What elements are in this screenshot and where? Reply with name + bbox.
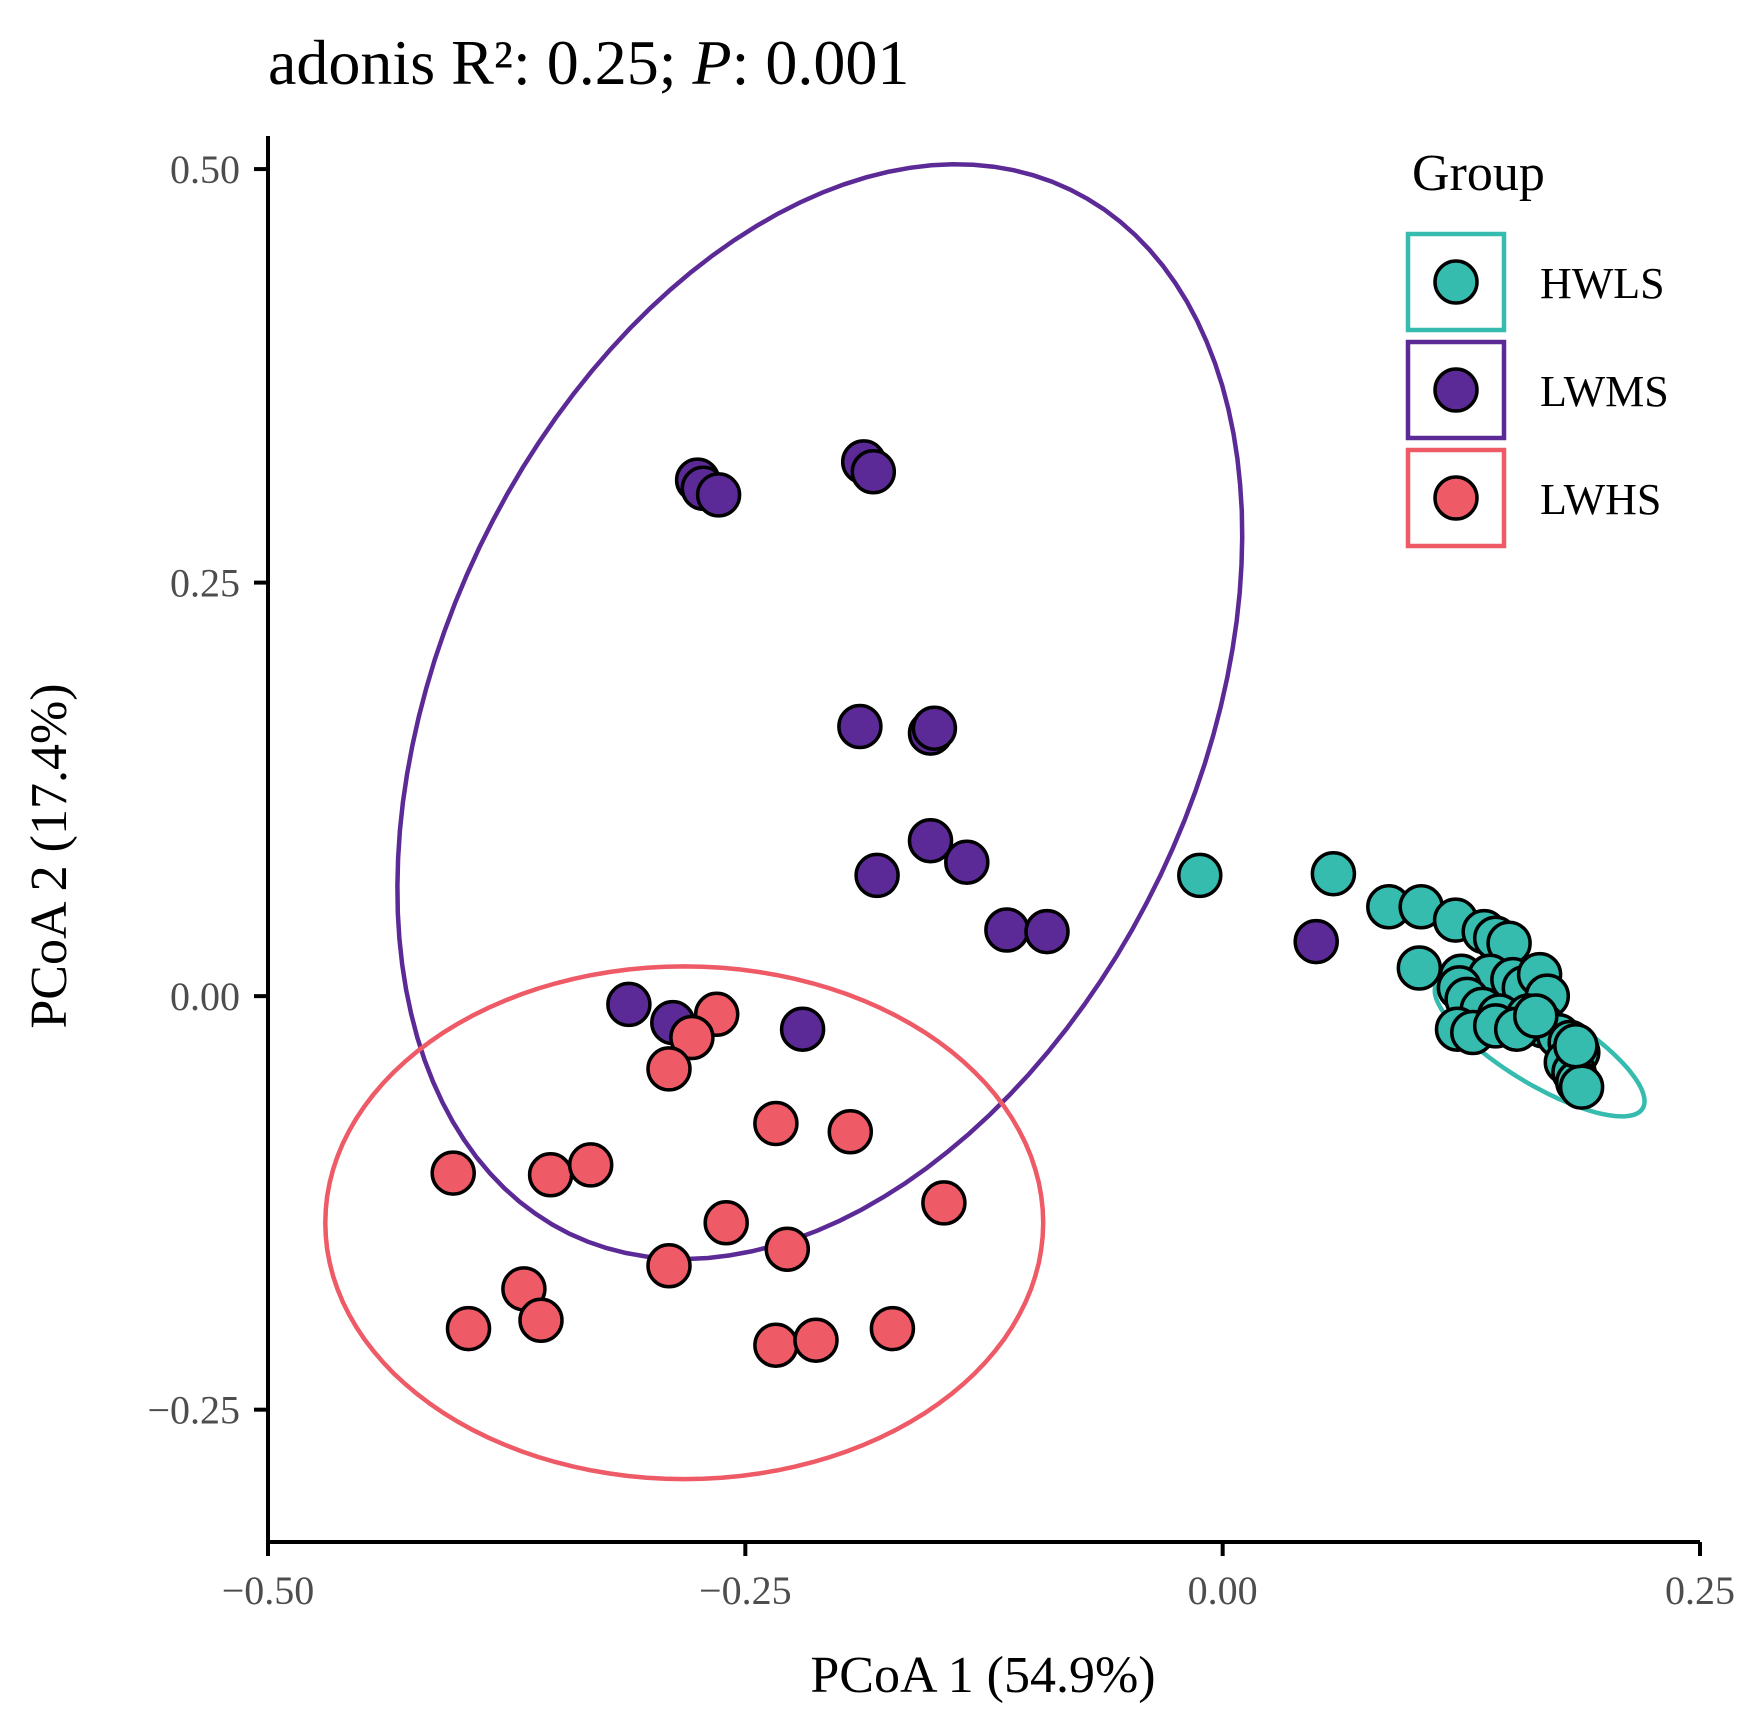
point-lwhs-14 — [445, 1305, 492, 1352]
point-lwms-10 — [944, 839, 990, 885]
x-axis-title: PCoA 1 (54.9%) — [810, 1647, 1155, 1704]
point-lwms-2 — [695, 472, 742, 518]
legend-key-point-lwms — [1433, 367, 1479, 413]
point-lwms-16 — [779, 1006, 826, 1052]
point-lwhs-9 — [703, 1200, 749, 1246]
legend: Group HWLS LWMS LWHS — [1405, 145, 1669, 549]
y-tick-label-1: 0.00 — [170, 974, 240, 1019]
legend-title: Group — [1412, 145, 1545, 202]
ellipse-lwms — [395, 162, 1245, 1262]
point-hwls-0 — [1177, 852, 1223, 899]
y-axis-ticks: −0.25 0.00 0.25 0.50 — [147, 147, 268, 1433]
x-tick-label-3: 0.25 — [1665, 1568, 1735, 1613]
axes — [266, 136, 1700, 1544]
x-tick-label-1: −0.25 — [699, 1568, 792, 1613]
x-tick-label-0: −0.50 — [222, 1568, 315, 1613]
legend-item-hwls: HWLS — [1405, 231, 1665, 333]
y-axis-title: PCoA 2 (17.4%) — [21, 683, 78, 1028]
chart-title: adonis R²: 0.25; P: 0.001 — [268, 27, 909, 98]
point-lwhs-13 — [518, 1297, 564, 1344]
point-lwhs-8 — [921, 1180, 967, 1226]
point-lwms-11 — [984, 907, 1030, 953]
point-hwls-33 — [1553, 1023, 1599, 1069]
point-lwhs-4 — [827, 1109, 874, 1155]
legend-label-lwms: LWMS — [1540, 367, 1669, 416]
point-lwhs-17 — [869, 1305, 916, 1352]
point-lwhs-15 — [753, 1322, 799, 1368]
point-lwhs-6 — [527, 1152, 574, 1198]
point-lwhs-3 — [753, 1100, 799, 1147]
y-tick-label-3: 0.50 — [170, 147, 240, 192]
point-lwhs-1 — [669, 1014, 715, 1061]
y-tick-label-0: −0.25 — [147, 1388, 240, 1433]
data-points — [430, 439, 1605, 1368]
point-lwhs-10 — [764, 1226, 811, 1272]
point-lwhs-7 — [567, 1142, 614, 1188]
point-lwms-5 — [837, 703, 883, 750]
chart-title-p: P — [692, 27, 732, 98]
legend-key-point-lwhs — [1433, 475, 1479, 521]
point-lwms-9 — [854, 852, 900, 899]
legend-key-point-hwls — [1433, 259, 1479, 305]
legend-item-lwhs: LWHS — [1405, 447, 1661, 549]
x-axis-ticks: −0.50 −0.25 0.00 0.25 — [222, 1542, 1735, 1613]
legend-label-hwls: HWLS — [1540, 259, 1665, 308]
point-lwhs-16 — [793, 1317, 839, 1363]
point-hwls-8 — [1396, 945, 1443, 991]
x-tick-label-2: 0.00 — [1188, 1568, 1258, 1613]
ellipse-lwhs — [323, 964, 1046, 1482]
point-hwls-32 — [1558, 1064, 1605, 1110]
point-hwls-1 — [1310, 850, 1357, 897]
point-hwls-28 — [1513, 993, 1559, 1039]
point-lwms-8 — [907, 817, 954, 864]
point-lwhs-5 — [430, 1150, 476, 1196]
chart-title-suffix: : 0.001 — [732, 27, 910, 98]
chart-title-prefix: adonis R²: 0.25; — [268, 27, 693, 98]
point-lwhs-11 — [646, 1243, 692, 1289]
point-lwms-14 — [606, 981, 652, 1028]
legend-item-lwms: LWMS — [1405, 339, 1669, 441]
point-lwms-4 — [850, 449, 897, 495]
point-lwms-12 — [1024, 908, 1070, 955]
point-lwms-7 — [911, 705, 958, 751]
point-lwhs-2 — [646, 1046, 692, 1092]
point-lwms-13 — [1293, 918, 1339, 965]
legend-label-lwhs: LWHS — [1540, 475, 1661, 524]
y-tick-label-2: 0.25 — [170, 561, 240, 606]
